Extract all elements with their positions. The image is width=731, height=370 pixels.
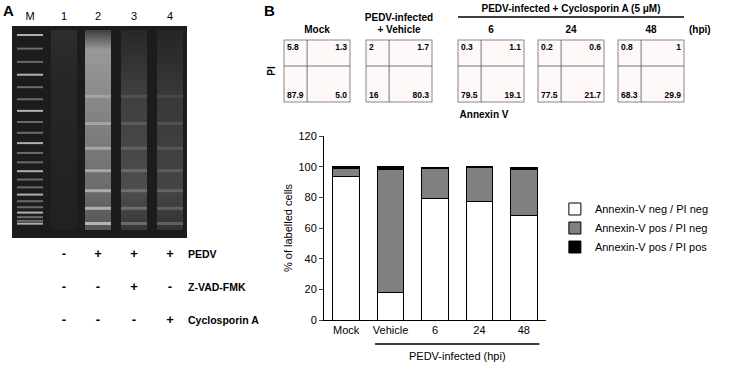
svg-text:40: 40 bbox=[305, 253, 317, 265]
svg-text:24: 24 bbox=[565, 24, 577, 35]
svg-text:24: 24 bbox=[473, 324, 485, 336]
html-text:A: A bbox=[3, 2, 14, 19]
svg-text:Vehicle: Vehicle bbox=[373, 324, 408, 336]
svg-text:68.3: 68.3 bbox=[621, 90, 638, 100]
html-text:1: 1 bbox=[60, 10, 68, 22]
html-text:Cyclosporin A: Cyclosporin A bbox=[188, 314, 259, 326]
svg-text:1.1: 1.1 bbox=[509, 42, 521, 52]
svg-text:Mock: Mock bbox=[333, 324, 360, 336]
svg-text:20: 20 bbox=[305, 283, 317, 295]
svg-text:(hpi): (hpi) bbox=[689, 24, 711, 35]
svg-text:21.7: 21.7 bbox=[584, 90, 601, 100]
svg-text:0.3: 0.3 bbox=[461, 42, 473, 52]
html-text:4: 4 bbox=[166, 10, 174, 22]
svg-text:1: 1 bbox=[676, 42, 681, 52]
svg-text:48: 48 bbox=[645, 24, 657, 35]
svg-text:80.3: 80.3 bbox=[412, 90, 429, 100]
svg-text:16: 16 bbox=[369, 90, 379, 100]
svg-text:Mock: Mock bbox=[304, 24, 330, 35]
svg-text:PEDV-infected: PEDV-infected bbox=[365, 12, 433, 23]
svg-text:Annexin-V pos / PI neg: Annexin-V pos / PI neg bbox=[595, 222, 708, 234]
svg-text:PI: PI bbox=[266, 66, 277, 76]
html-text:3: 3 bbox=[130, 10, 138, 22]
svg-text:29.9: 29.9 bbox=[664, 90, 681, 100]
svg-text:1.3: 1.3 bbox=[335, 42, 347, 52]
svg-text:5.0: 5.0 bbox=[335, 90, 347, 100]
svg-text:PEDV-infected (hpi): PEDV-infected (hpi) bbox=[409, 350, 506, 362]
svg-text:6: 6 bbox=[432, 324, 438, 336]
svg-text:Annexin V: Annexin V bbox=[460, 109, 509, 120]
svg-text:0: 0 bbox=[311, 314, 317, 326]
svg-text:48: 48 bbox=[518, 324, 530, 336]
svg-text:100: 100 bbox=[298, 161, 316, 173]
svg-text:0.2: 0.2 bbox=[541, 42, 553, 52]
svg-text:Annexin-V pos / PI pos: Annexin-V pos / PI pos bbox=[595, 241, 707, 253]
svg-text:+ Vehicle: + Vehicle bbox=[377, 24, 421, 35]
svg-text:77.5: 77.5 bbox=[541, 90, 558, 100]
html-text:PEDV: PEDV bbox=[188, 248, 217, 260]
html-text:2: 2 bbox=[94, 10, 102, 22]
svg-text:87.9: 87.9 bbox=[287, 90, 304, 100]
svg-text:2: 2 bbox=[369, 42, 374, 52]
svg-text:79.5: 79.5 bbox=[461, 90, 478, 100]
html-text:M: M bbox=[25, 10, 35, 22]
svg-text:19.1: 19.1 bbox=[504, 90, 521, 100]
svg-text:Annexin-V neg / PI neg: Annexin-V neg / PI neg bbox=[595, 203, 708, 215]
html-text:B: B bbox=[264, 2, 275, 19]
svg-text:5.8: 5.8 bbox=[287, 42, 299, 52]
svg-text:6: 6 bbox=[488, 24, 494, 35]
svg-text:0.6: 0.6 bbox=[589, 42, 601, 52]
html-text:Z-VAD-FMK: Z-VAD-FMK bbox=[188, 281, 246, 293]
svg-text:120: 120 bbox=[298, 130, 316, 142]
svg-text:0.8: 0.8 bbox=[621, 42, 633, 52]
svg-text:PEDV-infected + Cyclosporin A: PEDV-infected + Cyclosporin A (5 μM) bbox=[481, 3, 660, 14]
svg-text:1.7: 1.7 bbox=[417, 42, 429, 52]
svg-text:% of labelled cells: % of labelled cells bbox=[282, 183, 294, 272]
svg-text:60: 60 bbox=[305, 222, 317, 234]
svg-text:80: 80 bbox=[305, 191, 317, 203]
